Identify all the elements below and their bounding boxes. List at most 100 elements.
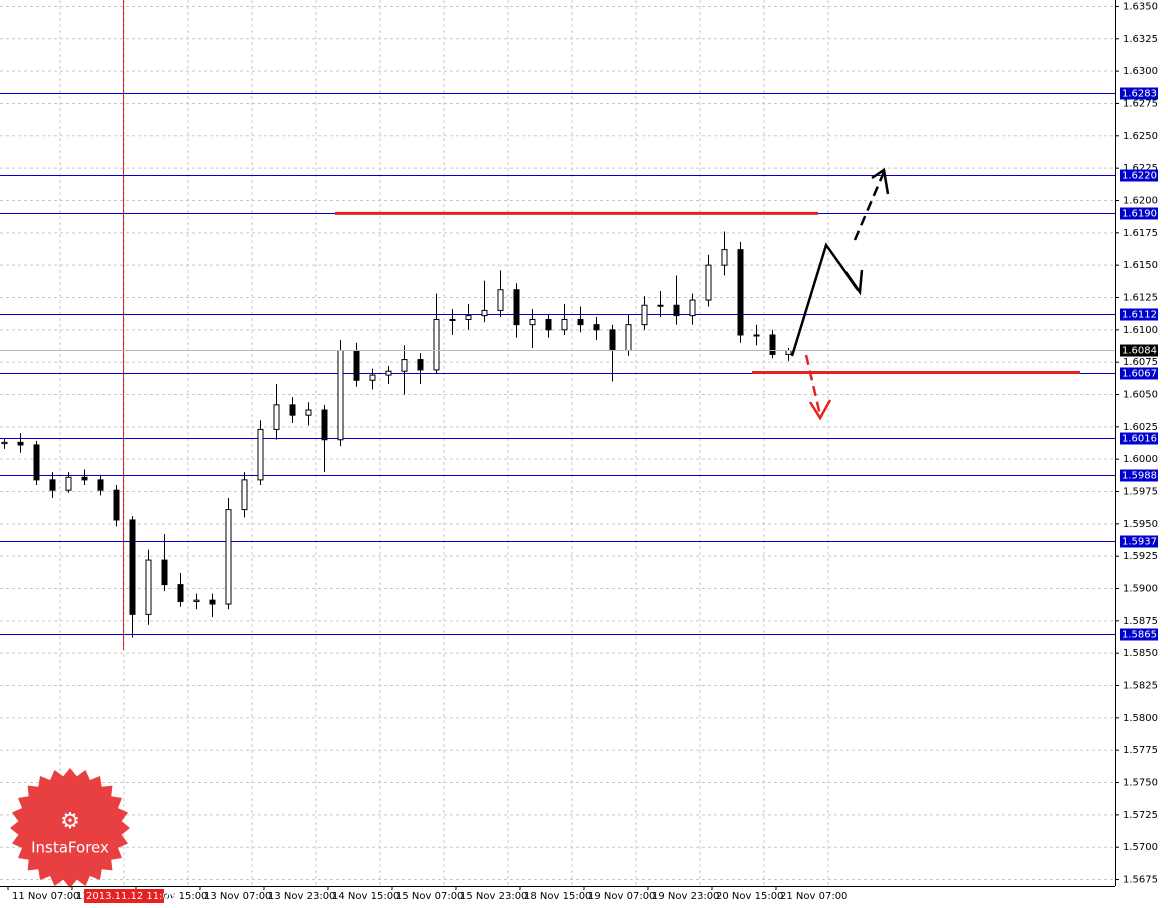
candle-body [145, 559, 152, 615]
cursor-label-bg [84, 889, 164, 903]
y-tick-label: 1.6175 [1123, 228, 1158, 239]
candle-body [289, 404, 296, 416]
candle-body [449, 318, 456, 321]
candle-body [593, 324, 600, 331]
down-dashed [804, 354, 822, 416]
y-tick-label: 1.5675 [1123, 875, 1158, 886]
candle-body [513, 289, 520, 326]
candle-body [113, 489, 120, 521]
candle-body [401, 359, 408, 372]
x-tick-label: 15 Nov 23:00 [460, 891, 527, 902]
y-tick-label: 1.5875 [1123, 616, 1158, 627]
candle-body [209, 599, 216, 605]
level-label-bg [1120, 535, 1158, 548]
level-label-bg [1120, 207, 1158, 220]
x-tick-label: 21 Nov 07:00 [780, 891, 847, 902]
candle-body [193, 599, 200, 602]
y-tick-label: 1.6275 [1123, 98, 1158, 109]
y-tick-label: 1.5925 [1123, 551, 1158, 562]
x-tick-label: 15 Nov 07:00 [396, 891, 463, 902]
level-label: 1.5988 [1122, 471, 1157, 482]
level-label-bg [1120, 628, 1158, 641]
candle-body [545, 318, 552, 331]
y-tick-label: 1.5800 [1123, 713, 1158, 724]
y-tick-label: 1.6300 [1123, 66, 1158, 77]
up-dashed [853, 171, 886, 241]
level-label-bg [1120, 169, 1158, 182]
candle-body [609, 329, 616, 352]
y-tick-label: 1.6200 [1123, 195, 1158, 206]
candle-body [33, 444, 40, 481]
level-label: 1.6283 [1122, 89, 1157, 100]
y-tick-label: 1.5975 [1123, 487, 1158, 498]
grid [0, 0, 1115, 886]
x-tick-label: 20 Nov 15:00 [716, 891, 783, 902]
axes: 1.63501.63251.63001.62751.62501.62251.62… [7, 1, 1158, 903]
candle-body [1, 441, 8, 445]
candle-body [97, 479, 104, 491]
level-label: 1.6067 [1122, 369, 1157, 380]
candle-body [625, 324, 632, 352]
y-tick-label: 1.6075 [1123, 357, 1158, 368]
level-label: 1.6112 [1122, 310, 1157, 321]
arrow-head [808, 399, 832, 421]
watermark: InstaForex [31, 839, 109, 857]
level-label: 1.5865 [1122, 630, 1157, 641]
x-tick-label: 19 Nov 23:00 [652, 891, 719, 902]
y-tick-label: 1.5750 [1123, 778, 1158, 789]
last-price-bg [1120, 344, 1158, 357]
candle-body [161, 559, 168, 586]
y-tick-label: 1.6325 [1123, 34, 1158, 45]
candle-body [369, 374, 376, 381]
y-tick-label: 1.5850 [1123, 648, 1158, 659]
candle-body [689, 299, 696, 317]
level-label: 1.6016 [1122, 434, 1157, 445]
candle-body [49, 479, 56, 491]
x-tick-label: 13 Nov 23:00 [268, 891, 335, 902]
candle-body [241, 479, 248, 511]
level-label-bg [1120, 367, 1158, 380]
candle-body [465, 315, 472, 320]
logo-badge [10, 768, 130, 888]
y-tick-label: 1.5950 [1123, 519, 1158, 530]
x-tick-label: 13 Nov 07:00 [204, 891, 271, 902]
y-tick-label: 1.6150 [1123, 260, 1158, 271]
x-tick-label: 18 Nov 15:00 [524, 891, 591, 902]
candle-body [737, 249, 744, 336]
candle-body [705, 264, 712, 301]
y-tick-label: 1.5775 [1123, 745, 1158, 756]
cursor-label: 2013.11.12 11:00 [86, 891, 175, 902]
candle-body [657, 304, 664, 307]
x-tick-label: 19 Nov 07:00 [588, 891, 655, 902]
y-tick-label: 1.5900 [1123, 584, 1158, 595]
y-tick-label: 1.5725 [1123, 810, 1158, 821]
plot [0, 0, 1115, 650]
candle-body [65, 476, 72, 491]
candle-body [433, 318, 440, 371]
candle-body [481, 309, 488, 317]
y-tick-label: 1.5825 [1123, 681, 1158, 692]
watermark-logo: ⚙ InstaForex [10, 768, 130, 888]
candle-body [529, 318, 536, 326]
candle-body [769, 334, 776, 355]
candle-body [353, 350, 360, 381]
y-tick-label: 1.6250 [1123, 131, 1158, 142]
candle-body [337, 350, 344, 441]
candle-body [577, 318, 584, 326]
last-price-label: 1.6084 [1122, 346, 1157, 357]
candle-body [17, 441, 24, 446]
candle-body [129, 519, 136, 615]
level-label: 1.5937 [1122, 537, 1157, 548]
y-tick-label: 1.6125 [1123, 292, 1158, 303]
level-label-bg [1120, 469, 1158, 482]
y-tick-label: 1.6000 [1123, 454, 1158, 465]
candle-body [177, 584, 184, 602]
y-tick-label: 1.6050 [1123, 389, 1158, 400]
arrow-head [871, 167, 890, 195]
candle-body [273, 404, 280, 430]
level-label: 1.6220 [1122, 171, 1157, 182]
candle-body [385, 370, 392, 376]
y-tick-label: 1.6225 [1123, 163, 1158, 174]
candle-body [305, 409, 312, 416]
